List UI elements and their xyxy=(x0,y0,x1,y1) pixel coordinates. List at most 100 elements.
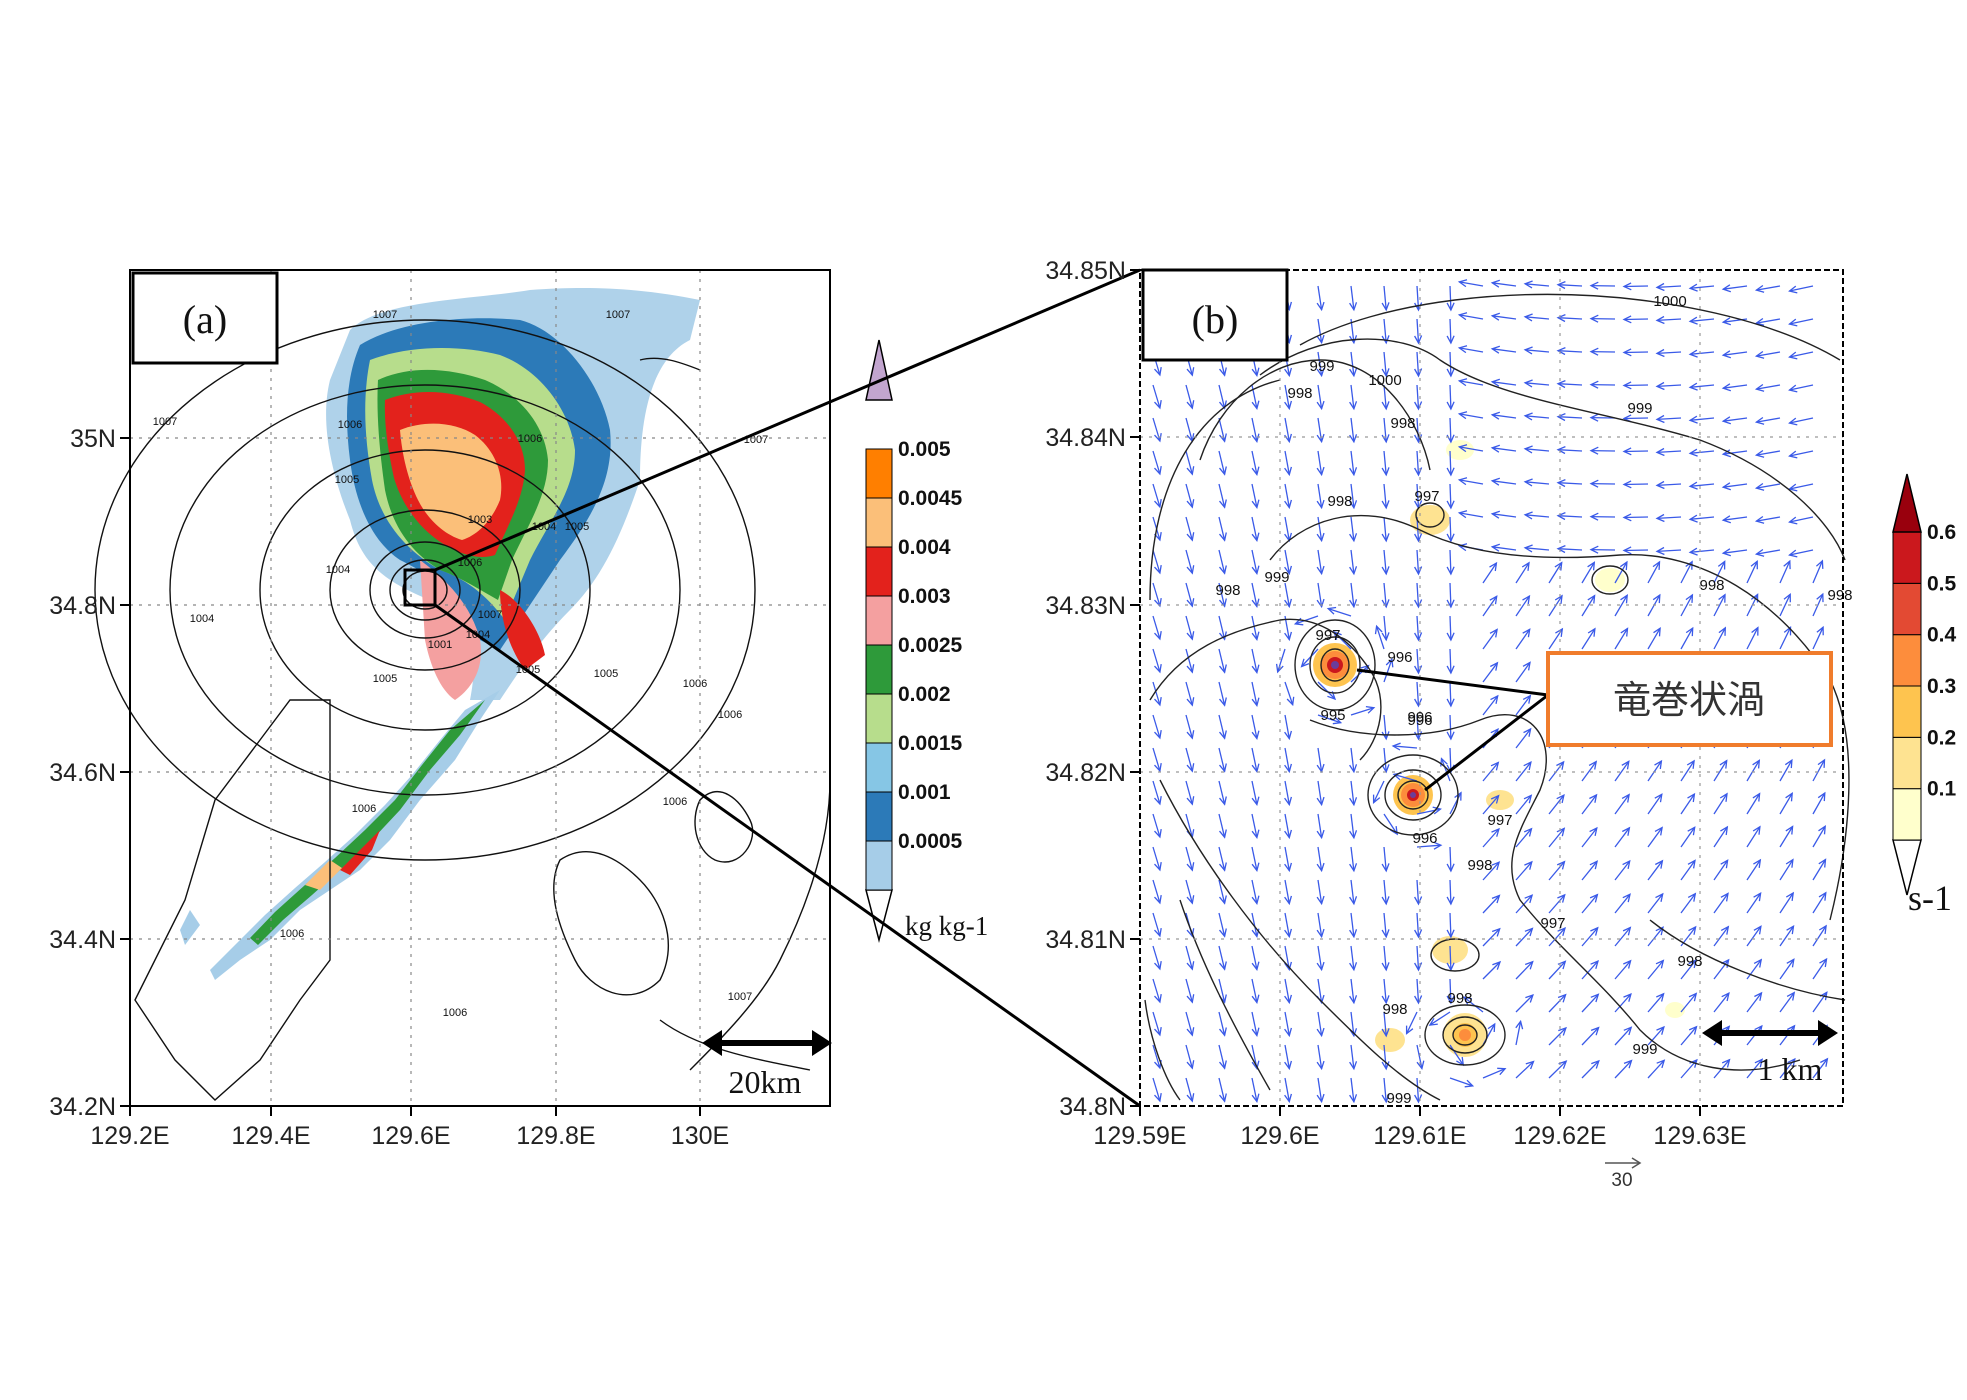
wind-vector-head xyxy=(1251,433,1260,443)
wind-vector-head xyxy=(1154,399,1162,410)
wind-vector xyxy=(1317,681,1336,700)
wind-vector-head xyxy=(1521,561,1530,571)
wind-vector-head xyxy=(1523,794,1533,804)
wind-vector-head xyxy=(1686,759,1695,769)
wind-vector-head xyxy=(1251,664,1260,674)
wind-vector xyxy=(1350,384,1355,409)
wind-vector xyxy=(1482,662,1498,683)
wind-vector-head xyxy=(1590,926,1599,936)
wind-vector xyxy=(1317,747,1323,772)
wind-vector-head xyxy=(1523,478,1533,487)
vortex-annotation-label: 竜巻状渦 xyxy=(1613,678,1765,722)
a-contour-label: 1005 xyxy=(335,474,359,486)
wind-vector xyxy=(1383,1011,1387,1036)
wind-vector xyxy=(1492,546,1517,551)
wind-vector-head xyxy=(1788,549,1798,558)
colorbar-a-cell xyxy=(865,546,893,597)
wind-vector-head xyxy=(1186,466,1195,476)
wind-vector xyxy=(1779,826,1794,848)
wind-vector xyxy=(1449,318,1452,344)
wind-vector xyxy=(1152,549,1161,574)
wind-vector xyxy=(1812,892,1827,914)
wind-vector xyxy=(1680,893,1696,914)
wind-vector xyxy=(1218,450,1226,475)
wind-vector xyxy=(1383,318,1387,343)
wind-vector xyxy=(1482,595,1498,617)
wind-vector xyxy=(1581,960,1599,980)
wind-vector-head xyxy=(1622,513,1632,522)
wind-vector xyxy=(1746,760,1760,782)
wind-vector-head xyxy=(1621,760,1630,770)
wind-vector xyxy=(1218,879,1226,904)
wind-vector xyxy=(1812,1058,1828,1079)
wind-vector xyxy=(1557,383,1583,386)
wind-vector-head xyxy=(1590,1026,1600,1036)
wind-vector xyxy=(1251,516,1258,541)
panel-b-label: (b) xyxy=(1192,297,1239,342)
wind-vector xyxy=(1756,351,1781,357)
wind-vector xyxy=(1429,1011,1451,1026)
wind-vector xyxy=(1789,417,1814,424)
wind-vector-head xyxy=(1457,477,1468,486)
wind-vector xyxy=(1350,351,1355,376)
wind-vector-head xyxy=(1433,841,1443,850)
wind-vector-head xyxy=(1784,758,1793,769)
wind-vector xyxy=(1581,562,1595,584)
wind-vector xyxy=(1548,794,1565,815)
wind-vector-head xyxy=(1490,510,1501,519)
a-contour-label: 1007 xyxy=(478,609,502,621)
wind-vector-head xyxy=(1489,561,1498,572)
wind-vector-head xyxy=(1555,627,1564,637)
wind-vector-head xyxy=(1251,598,1260,608)
wind-vector xyxy=(1623,549,1649,552)
wind-vector-head xyxy=(1653,627,1661,637)
wind-vector-head xyxy=(1186,730,1195,740)
wind-vector-head xyxy=(1284,466,1293,477)
wind-vector-head xyxy=(1381,764,1390,774)
wind-vector-head xyxy=(1381,599,1390,609)
panel-b-label-box xyxy=(1141,268,1289,362)
wind-vector xyxy=(1449,1077,1473,1087)
wind-vector xyxy=(1690,351,1715,355)
wind-vector-head xyxy=(1688,481,1698,490)
wind-vector-head xyxy=(1754,515,1765,524)
wind-vector-head xyxy=(1316,400,1325,411)
wind-vector xyxy=(1789,549,1814,556)
wind-vector xyxy=(1152,945,1161,970)
wind-vector-head xyxy=(1754,482,1765,491)
wind-vector-head xyxy=(1620,627,1629,637)
a-contour-label: 1006 xyxy=(352,803,376,815)
a-contour-label: 1007 xyxy=(373,309,397,321)
wind-vector xyxy=(1482,762,1499,782)
wind-vector xyxy=(1416,417,1420,443)
wind-vector xyxy=(1185,813,1193,838)
wind-vector-head xyxy=(1349,533,1358,543)
wind-vector xyxy=(1779,594,1791,617)
wind-vector xyxy=(1218,384,1226,409)
wind-vector xyxy=(1317,813,1323,838)
wind-vector-head xyxy=(1590,993,1600,1003)
wind-vector-head xyxy=(1523,761,1532,771)
wind-vector-head xyxy=(1524,860,1533,870)
wind-vector xyxy=(1680,1026,1697,1046)
colorbar-b-label: 0.4 xyxy=(1927,624,1957,647)
wind-vector-head xyxy=(1316,433,1325,444)
panel-b-contour-labels: 1000 1000 999 999 998 998 998 997 998 999 998 998 99… xyxy=(1215,293,1852,1107)
wind-vector-head xyxy=(1186,1060,1195,1070)
wind-vector xyxy=(1218,1044,1226,1069)
wind-vector xyxy=(1812,859,1827,881)
wind-vector-head xyxy=(1218,598,1227,608)
wind-vector-head xyxy=(1218,895,1227,905)
wind-vector xyxy=(1515,1021,1522,1046)
wind-vector xyxy=(1723,450,1748,455)
wind-vector xyxy=(1284,582,1290,607)
colorbar-b-cell xyxy=(1892,736,1922,790)
wind-vector xyxy=(1449,648,1452,674)
wind-vector-head xyxy=(1349,962,1358,972)
wind-vector-head xyxy=(1753,858,1762,868)
wind-vector-head xyxy=(1154,795,1162,806)
wind-vector-head xyxy=(1655,381,1665,391)
wind-vector xyxy=(1350,582,1355,607)
wind-vector-head xyxy=(1316,334,1325,345)
b-contour-label: 996 xyxy=(1412,830,1437,847)
